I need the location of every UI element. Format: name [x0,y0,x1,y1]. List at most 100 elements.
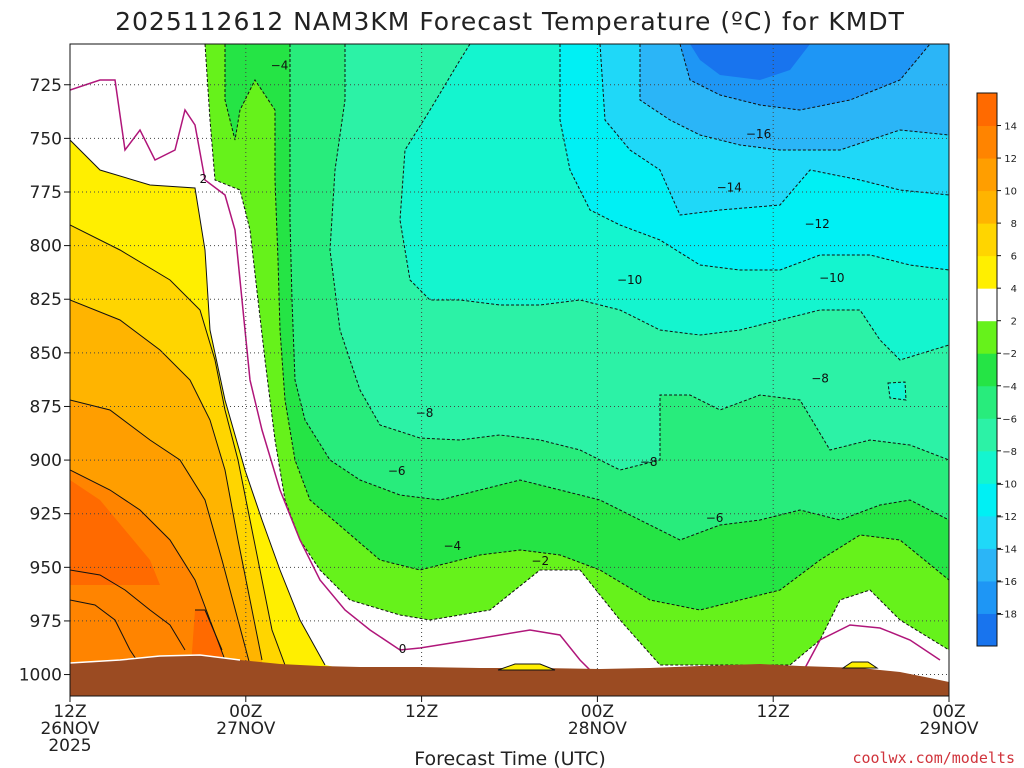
colorbar-label: −10 [996,479,1017,490]
contour-label: −4 [444,539,462,553]
contour-10-line [70,469,226,661]
contour-minus12-line [559,44,949,271]
contour-zero-line [70,79,591,671]
colorbar-swatch [977,483,997,517]
contour-pocket-line [887,381,907,401]
contour-4-line [70,224,286,666]
contour-minus16-line [639,44,949,151]
x-tick-label: 29NOV [919,719,978,739]
colorbar-frame [976,92,998,647]
x-tick-label: 00Z [932,702,965,722]
colorbar-label: 14 [1004,122,1017,133]
y-tick-label: 775 [30,183,62,203]
colorbar: −18 −16 −14 −12 −10 −8 −6 −4 −2 2 4 6 8 10 12 14 [976,92,1017,647]
colorbar-swatch [977,255,997,289]
y-tick-label: 725 [30,76,62,96]
contour-label: −8 [416,406,434,420]
colorbar-label: 4 [1011,284,1017,295]
x-tick-label: 28NOV [568,719,627,739]
y-tick-label: 800 [30,237,62,257]
contour-minus8-line [329,44,949,471]
x-tick-label: 12Z [405,702,438,722]
colorbar-swatch [977,418,997,452]
colorbar-label: −16 [996,577,1017,588]
warm-blob-2 [841,661,879,669]
contour-label: 0 [399,642,407,656]
contour-label: −8 [640,455,658,469]
contour-label: −12 [804,217,829,231]
x-tick-label: 12Z [757,702,790,722]
x-tick-label: 00Z [581,702,614,722]
plot-frame [69,43,950,697]
contour-labels: −4 2 −16 −14 −12 −10 −10 −8 −8 −8 −6 −6 −4 −2 0 [199,58,844,655]
contour-label: −6 [388,464,406,478]
colorbar-label: −14 [996,544,1017,555]
contour-minus18-line [679,44,931,111]
x-tick-label: 2025 [48,736,91,756]
colorbar-swatch [977,223,997,257]
colorbar-label: 8 [1011,219,1017,230]
contour-minus6-line [289,44,949,541]
colorbar-label: −12 [996,512,1017,523]
fill-band-below-minus20 [690,44,810,80]
contour-12-line [70,569,186,651]
colorbar-swatch [977,515,997,549]
chart-title: 2025112612 NAM3KM Forecast Temperature (… [115,7,905,36]
contour-label: −2 [531,554,549,568]
colorbar-swatch [977,385,997,419]
contour-label: −10 [617,273,642,287]
plot-area [70,44,949,696]
y-tick-label: 950 [30,558,62,578]
colorbar-label: 2 [1011,317,1017,328]
contour-16-line [195,609,223,651]
contour-minus4-line [224,44,949,611]
contour-label: −8 [811,372,829,386]
contour-label: 2 [199,172,207,186]
contour-minus14-line [599,44,949,216]
credit-text: coolwx.com/modelts [852,749,1015,767]
colorbar-swatch [977,320,997,354]
x-tick-label: 26NOV [40,719,99,739]
x-axis-label: Forecast Time (UTC) [414,748,605,768]
y-axis: 725 750 775 800 825 850 875 900 925 950 975 1000 [19,76,70,686]
contour-label: −10 [819,271,844,285]
colorbar-label: −18 [996,609,1017,620]
freezing-contours [70,79,941,671]
colorbar-swatch [977,580,997,614]
colorbar-swatch [977,353,997,387]
colorbar-swatch [977,548,997,582]
colorbar-label: −4 [1002,382,1017,393]
x-tick-label: 27NOV [216,719,275,739]
colorbar-swatch [977,288,997,322]
colorbar-label: 12 [1004,154,1017,165]
colorbar-label: 6 [1011,252,1017,263]
contour-14-line [70,599,141,666]
y-tick-label: 975 [30,612,62,632]
contour-minus2-line [204,44,949,666]
y-tick-label: 1000 [19,666,62,686]
contour-label: −6 [706,511,724,525]
contour-zero-line-2 [804,624,941,669]
colorbar-swatch [977,93,997,127]
colorbar-swatch [977,158,997,192]
x-tick-label: 00Z [229,702,262,722]
fill-band-12-to-14 [70,480,222,680]
ground-rim [70,654,241,664]
y-tick-label: 850 [30,344,62,364]
contour-2-line [70,139,326,666]
colorbar-label: −6 [1002,414,1017,425]
contour-label: −16 [746,127,771,141]
x-tick-label: 12Z [53,702,86,722]
colorbar-label: −8 [1002,447,1017,458]
contour-minus10-line [399,44,949,361]
y-tick-label: 875 [30,397,62,417]
contour-8-line [70,399,251,666]
y-tick-label: 825 [30,290,62,310]
contour-label: −4 [271,58,289,72]
colorbar-label: −2 [1002,349,1017,360]
colorbar-swatch [977,450,997,484]
colorbar-swatch [977,125,997,159]
y-tick-label: 750 [30,129,62,149]
